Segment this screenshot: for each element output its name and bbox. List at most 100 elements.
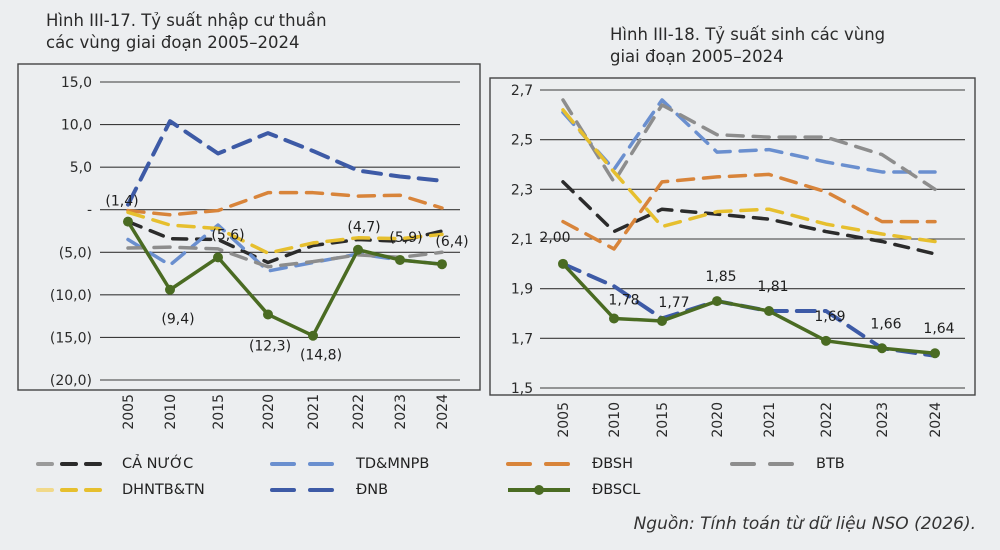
chart1-series-dbsh	[126, 190, 444, 217]
chart1-y-tick-label: 5,0	[70, 160, 92, 176]
chart2-data-label: 2,00	[539, 230, 570, 246]
chart2-data-label: 1,64	[923, 321, 954, 337]
chart2-frame	[489, 77, 976, 396]
chart1-x-tick-label: 2024	[435, 394, 451, 430]
chart1-data-label: (12,3)	[249, 338, 291, 354]
chart2-series-tdmnpb	[561, 98, 937, 174]
chart1-point-dbscl	[308, 330, 318, 341]
chart1-data-label: (9,4)	[161, 312, 194, 328]
chart2-point-dbscl	[657, 315, 667, 326]
chart2-series-dbsh	[561, 172, 937, 251]
chart1-x-tick-label: 2021	[306, 394, 322, 430]
legend-item-dbsh: ĐBSH	[506, 456, 633, 472]
chart1-series-canuoc	[126, 219, 444, 265]
chart2-x-tick-label: 2010	[607, 402, 623, 438]
legend-swatch-btb	[730, 462, 794, 466]
chart1-data-label: (5,6)	[211, 227, 244, 243]
legend-label-dbsh: ĐBSH	[592, 456, 634, 472]
chart2-point-dbscl	[764, 306, 774, 317]
chart1-point-dbscl	[165, 284, 175, 295]
chart2-point-dbscl	[930, 348, 940, 359]
chart1-x-tick-label: 2023	[393, 394, 409, 430]
chart1-point-dbscl	[263, 309, 273, 320]
chart2-data-label: 1,85	[705, 269, 736, 285]
legend-label-btb: BTB	[816, 456, 845, 472]
legend-item-dnb: ĐNB	[270, 482, 388, 498]
legend-swatch-ca-nuoc	[36, 462, 102, 466]
chart2-y-tick-label: 1,9	[511, 282, 533, 298]
chart2-point-dbscl	[609, 313, 619, 324]
chart1-y-tick-label: (5,0)	[59, 245, 92, 261]
chart1-y-tick-label: 10,0	[61, 118, 92, 134]
chart2-data-label: 1,66	[870, 316, 901, 332]
legend-swatch-dnb	[270, 488, 334, 492]
chart2-series-dbscl	[561, 262, 937, 355]
chart1-data-label: (4,7)	[347, 220, 380, 236]
legend-label-dbscl: ĐBSCL	[592, 482, 641, 498]
chart1-title-line2: các vùng giai đoạn 2005–2024	[46, 33, 300, 52]
legend-label-dnb: ĐNB	[356, 482, 389, 498]
chart1-title: Hình III-17. Tỷ suất nhập cư thuần các v…	[46, 10, 327, 54]
chart1-data-label: (1,4)	[105, 194, 138, 210]
chart2-point-dbscl	[712, 296, 722, 307]
chart2-x-tick-label: 2022	[819, 402, 835, 438]
chart1-y-tick-label: 15,0	[61, 75, 92, 91]
legend-item-btb: BTB	[730, 456, 845, 472]
chart2-y-tick-label: 2,7	[511, 83, 533, 99]
chart1-y-tick-label: (10,0)	[50, 288, 92, 304]
chart1-data-label: (5,9)	[389, 230, 422, 246]
legend-swatch-dbscl	[508, 485, 570, 495]
legend-label-tdmnpb: TD&MNPB	[356, 456, 430, 472]
chart1-x-tick-label: 2020	[261, 394, 277, 430]
chart2-x-tick-label: 2024	[928, 402, 944, 438]
chart2-y-tick-label: 2,1	[511, 232, 533, 248]
chart2-x-tick-label: 2023	[875, 402, 891, 438]
chart1-y-tick-label: (15,0)	[50, 330, 92, 346]
chart2-x-tick-label: 2020	[710, 402, 726, 438]
chart1-frame	[17, 63, 481, 391]
chart2-data-label: 1,77	[658, 295, 689, 311]
chart2-title-line2: giai đoạn 2005–2024	[610, 47, 784, 66]
chart1-x-tick-label: 2015	[211, 394, 227, 430]
chart1-title-line1: Hình III-17. Tỷ suất nhập cư thuần	[46, 11, 327, 30]
legend-item-dbscl: ĐBSCL	[506, 482, 640, 498]
chart2-data-label: 1,81	[757, 279, 788, 295]
chart1-x-tick-label: 2022	[351, 394, 367, 430]
chart2-series-dhntbtn	[561, 108, 937, 244]
chart1-point-dbscl	[395, 254, 405, 265]
chart2-y-tick-label: 2,5	[511, 133, 533, 149]
chart1-series-tdmnpb	[126, 223, 444, 273]
chart1-point-dbscl	[437, 259, 447, 270]
chart2-x-tick-label: 2015	[655, 402, 671, 438]
chart1-y-tick-label: -	[87, 203, 92, 219]
chart1-x-tick-label: 2010	[163, 394, 179, 430]
chart2-series-canuoc	[561, 180, 937, 256]
source-note: Nguồn: Tính toán từ dữ liệu NSO (2026).	[633, 514, 976, 534]
legend-label-ca-nuoc: CẢ NƯỚC	[122, 456, 194, 472]
chart1-point-dbscl	[353, 244, 363, 255]
legend-item-dhntbtn: DHNTB&TN	[36, 482, 205, 498]
legend-swatch-dhntbtn	[36, 488, 102, 492]
chart1-series-dbscl	[126, 219, 444, 338]
chart1-x-tick-label: 2005	[121, 394, 137, 430]
chart1-data-label: (14,8)	[300, 348, 342, 364]
chart2-data-label: 1,78	[608, 292, 639, 308]
chart1-data-label: (6,4)	[435, 234, 468, 250]
chart2-title: Hình III-18. Tỷ suất sinh các vùng giai …	[610, 24, 885, 68]
chart1-y-tick-label: (20,0)	[50, 373, 92, 389]
chart2-x-tick-label: 2005	[556, 402, 572, 438]
chart1-point-dbscl	[123, 216, 133, 227]
legend-item-tdmnpb: TD&MNPB	[270, 456, 429, 472]
legend-label-dhntbtn: DHNTB&TN	[122, 482, 205, 498]
chart2-point-dbscl	[821, 335, 831, 346]
legend: CẢ NƯỚC TD&MNPB ĐBSH BTB DHNTB&TN	[30, 456, 970, 508]
legend-swatch-dbsh	[506, 462, 570, 466]
chart2-series-dnb	[561, 261, 937, 358]
chart1-series-dhntbtn	[126, 210, 444, 255]
chart2-x-tick-label: 2021	[762, 402, 778, 438]
legend-swatch-tdmnpb	[270, 462, 334, 466]
legend-item-ca-nuoc: CẢ NƯỚC	[36, 456, 193, 472]
chart2-y-tick-label: 2,3	[511, 182, 533, 198]
chart2-series-btb	[561, 98, 937, 192]
